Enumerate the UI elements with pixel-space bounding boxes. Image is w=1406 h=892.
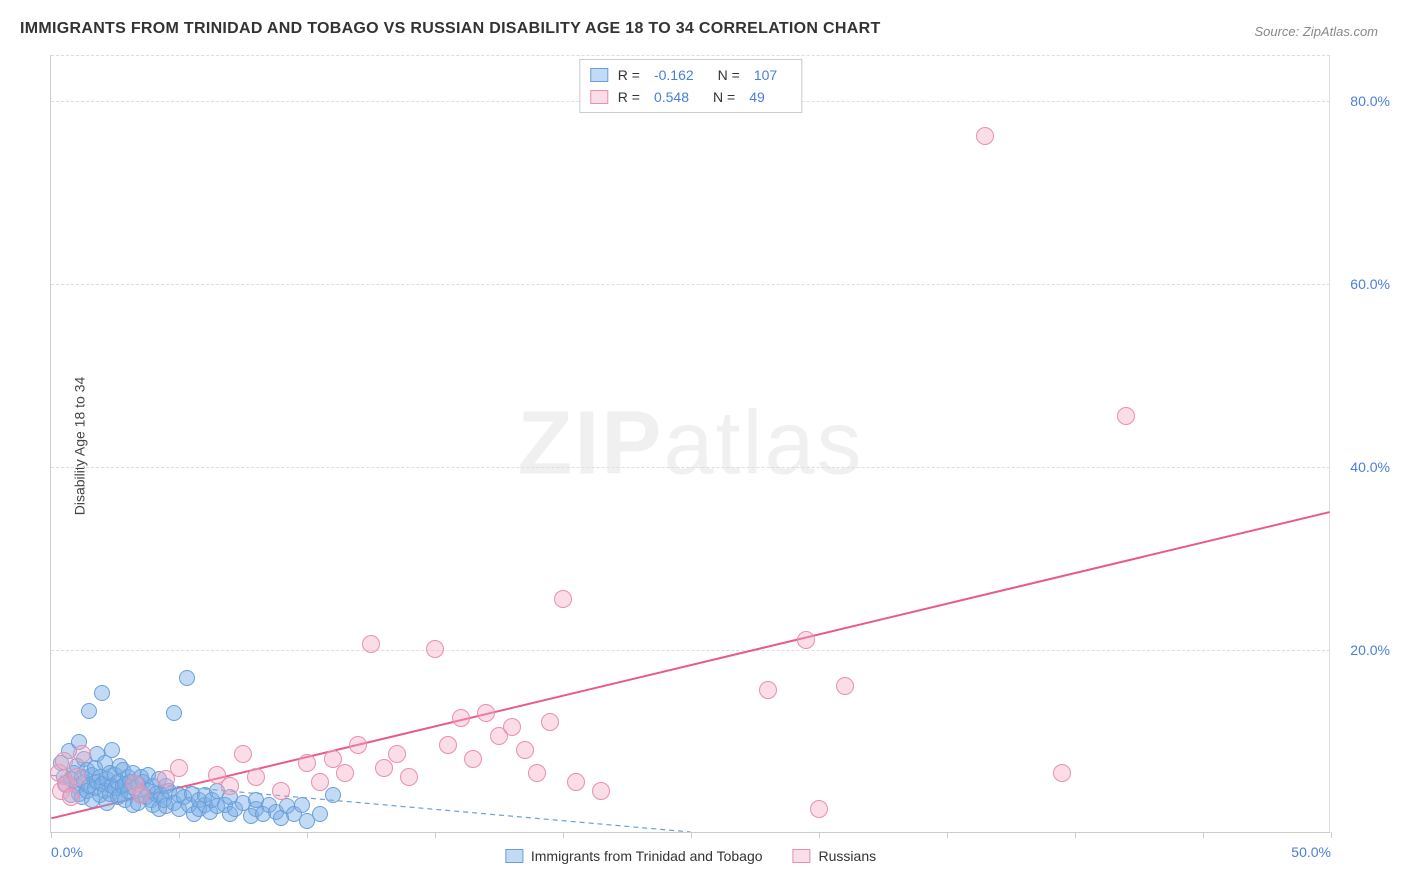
x-tick-label: 50.0% (1291, 844, 1331, 860)
x-tick (179, 832, 180, 838)
scatter-point-russian (221, 777, 239, 795)
legend-bottom-label-0: Immigrants from Trinidad and Tobago (531, 848, 763, 864)
scatter-point-russian (528, 764, 546, 782)
source-attribution: Source: ZipAtlas.com (1254, 24, 1378, 39)
legend-bottom-label-1: Russians (819, 848, 877, 864)
scatter-point-trinidad (294, 797, 310, 813)
scatter-point-russian (388, 745, 406, 763)
x-tick (563, 832, 564, 838)
y-tick-label: 40.0% (1350, 459, 1390, 475)
scatter-point-russian (516, 741, 534, 759)
y-tick-label: 60.0% (1350, 276, 1390, 292)
watermark-atlas: atlas (663, 393, 863, 493)
right-border (1329, 55, 1330, 832)
legend-stats-row-0: R = -0.162 N = 107 (590, 64, 791, 86)
gridline (51, 55, 1330, 56)
scatter-point-russian (362, 635, 380, 653)
x-tick (1331, 832, 1332, 838)
scatter-point-trinidad (325, 787, 341, 803)
scatter-point-russian (1053, 764, 1071, 782)
legend-n-label-1: N = (713, 89, 735, 105)
scatter-point-russian (477, 704, 495, 722)
scatter-point-russian (1117, 407, 1135, 425)
scatter-point-russian (336, 764, 354, 782)
scatter-point-russian (464, 750, 482, 768)
legend-bottom-item-1: Russians (793, 848, 877, 864)
scatter-point-russian (349, 736, 367, 754)
scatter-point-russian (234, 745, 252, 763)
trend-line-russian (51, 512, 1329, 818)
scatter-point-russian (400, 768, 418, 786)
x-tick (691, 832, 692, 838)
x-tick (1075, 832, 1076, 838)
plot-area: ZIPatlas 20.0%40.0%60.0%80.0% 0.0%50.0% … (50, 55, 1330, 833)
scatter-point-trinidad (104, 742, 120, 758)
scatter-point-russian (68, 768, 86, 786)
legend-bottom-item-0: Immigrants from Trinidad and Tobago (505, 848, 763, 864)
scatter-point-russian (592, 782, 610, 800)
scatter-point-trinidad (312, 806, 328, 822)
scatter-point-russian (836, 677, 854, 695)
scatter-point-trinidad (94, 685, 110, 701)
legend-r-label-0: R = (618, 67, 640, 83)
y-tick-label: 20.0% (1350, 642, 1390, 658)
scatter-point-russian (810, 800, 828, 818)
scatter-point-russian (298, 754, 316, 772)
scatter-point-russian (797, 631, 815, 649)
scatter-point-trinidad (179, 670, 195, 686)
gridline (51, 284, 1330, 285)
x-tick (819, 832, 820, 838)
legend-bottom-swatch-1 (793, 849, 811, 863)
x-tick (307, 832, 308, 838)
scatter-point-russian (375, 759, 393, 777)
gridline (51, 467, 1330, 468)
trend-lines (51, 55, 1330, 832)
legend-n-label-0: N = (718, 67, 740, 83)
scatter-point-trinidad (81, 703, 97, 719)
legend-r-label-1: R = (618, 89, 640, 105)
legend-swatch-1 (590, 90, 608, 104)
scatter-point-russian (976, 127, 994, 145)
x-tick (51, 832, 52, 838)
scatter-point-russian (247, 768, 265, 786)
x-tick (435, 832, 436, 838)
legend-bottom: Immigrants from Trinidad and Tobago Russ… (505, 848, 876, 864)
scatter-point-russian (503, 718, 521, 736)
legend-bottom-swatch-0 (505, 849, 523, 863)
legend-n-value-0: 107 (754, 67, 777, 83)
x-tick (947, 832, 948, 838)
scatter-point-russian (55, 752, 73, 770)
legend-r-value-0: -0.162 (654, 67, 694, 83)
scatter-point-russian (426, 640, 444, 658)
scatter-point-russian (311, 773, 329, 791)
legend-stats-box: R = -0.162 N = 107 R = 0.548 N = 49 (579, 59, 802, 113)
y-tick-label: 80.0% (1350, 93, 1390, 109)
legend-n-value-1: 49 (749, 89, 765, 105)
scatter-point-russian (567, 773, 585, 791)
scatter-point-trinidad (166, 705, 182, 721)
legend-swatch-0 (590, 68, 608, 82)
scatter-point-russian (132, 786, 150, 804)
scatter-point-russian (439, 736, 457, 754)
x-tick-label: 0.0% (51, 844, 83, 860)
watermark-zip: ZIP (517, 393, 663, 493)
legend-r-value-1: 0.548 (654, 89, 689, 105)
watermark: ZIPatlas (517, 392, 863, 495)
scatter-point-russian (73, 745, 91, 763)
scatter-point-russian (541, 713, 559, 731)
scatter-point-russian (452, 709, 470, 727)
scatter-point-russian (62, 788, 80, 806)
legend-stats-row-1: R = 0.548 N = 49 (590, 86, 791, 108)
scatter-point-russian (759, 681, 777, 699)
chart-title: IMMIGRANTS FROM TRINIDAD AND TOBAGO VS R… (20, 20, 881, 38)
x-tick (1203, 832, 1204, 838)
scatter-point-russian (554, 590, 572, 608)
scatter-point-russian (170, 759, 188, 777)
gridline (51, 650, 1330, 651)
scatter-point-russian (272, 782, 290, 800)
